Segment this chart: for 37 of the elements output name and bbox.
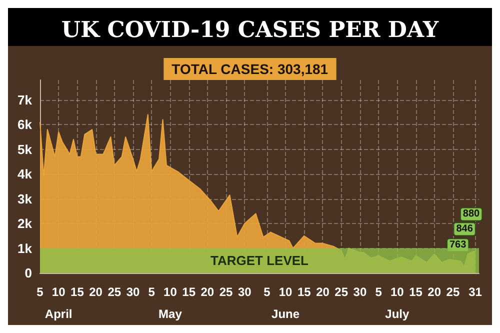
x-tick-label: 10 May <box>158 285 182 321</box>
y-tick-label: 3k <box>18 191 33 206</box>
y-tick-label: 0 <box>24 266 32 280</box>
y-tick-label: 5k <box>18 142 33 157</box>
x-tick-label: 25 <box>219 285 234 299</box>
x-tick-label: 15 <box>182 285 196 299</box>
x-tick-label: 20 <box>316 285 330 299</box>
y-tick-label: 6k <box>18 117 33 132</box>
x-tick-label: 25 <box>446 285 460 299</box>
x-tick-label: 20 <box>200 285 214 299</box>
x-tick-label: 30 <box>238 285 252 299</box>
x-tick-label: 25 <box>108 285 122 299</box>
data-label: 880 <box>462 208 480 220</box>
x-tick-label: 20 <box>428 285 442 299</box>
x-tick-label: 10 April <box>44 285 72 321</box>
data-label: 763 <box>449 240 467 251</box>
chart-title: UK COVID-19 CASES PER DAY <box>61 17 439 43</box>
x-tick-label: 30 <box>353 285 367 299</box>
x-tick-label: 10 July <box>385 285 410 321</box>
x-tick-label: 5 <box>264 285 271 299</box>
x-tick-label: 31 <box>468 285 482 299</box>
y-tick-label: 7k <box>18 92 33 108</box>
y-tick-label: 4k <box>18 166 33 182</box>
x-tick-label: 20 <box>89 285 103 299</box>
x-tick-label: 25 <box>334 285 348 299</box>
y-tick-label: 1k <box>18 240 33 256</box>
text: TOTAL CASES: 303,181 <box>172 61 328 77</box>
x-tick-label: 30 <box>126 285 140 299</box>
x-tick-label: 15 <box>409 285 423 299</box>
y-tick-label: 2k <box>18 216 33 232</box>
x-tick-label: 15 <box>297 285 312 299</box>
x-tick-label: 15 <box>70 285 84 299</box>
x-tick-label: 5 <box>148 285 156 299</box>
x-tick-label: 5 <box>375 285 382 299</box>
band-label: TARGET LEVEL <box>210 253 309 268</box>
x-tick-label: 5 <box>36 285 44 299</box>
data-label: 846 <box>456 224 474 235</box>
